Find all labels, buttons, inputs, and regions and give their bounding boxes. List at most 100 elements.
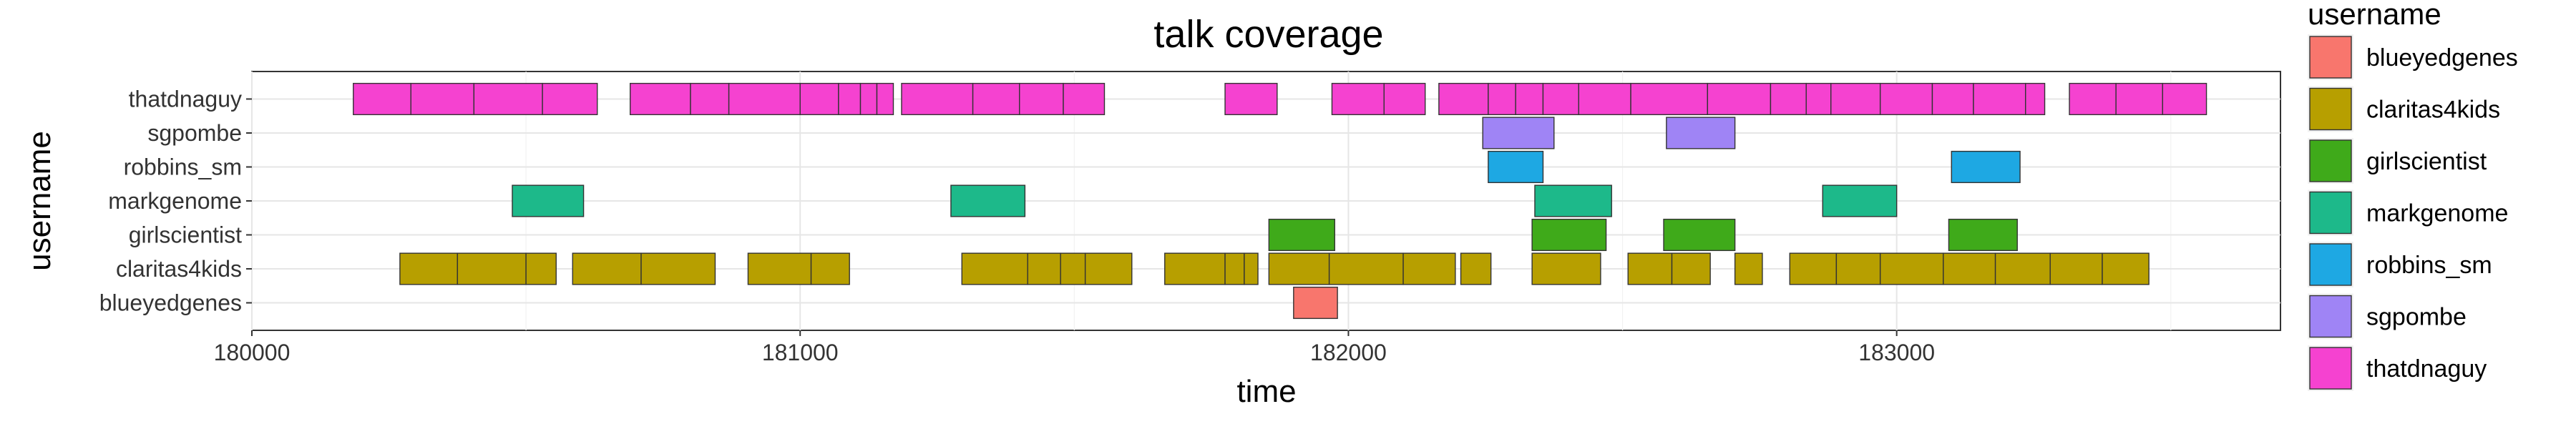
- bar-claritas4kids: [1943, 252, 1996, 285]
- bar-thatdnaguy: [1879, 82, 1933, 116]
- bar-claritas4kids: [525, 252, 557, 285]
- bar-thatdnaguy: [629, 82, 691, 116]
- bar-claritas4kids: [1224, 252, 1245, 285]
- bar-claritas4kids: [1835, 252, 1881, 285]
- x-tick-label: 181000: [762, 340, 839, 365]
- bar-thatdnaguy: [690, 82, 730, 116]
- bar-thatdnaguy: [1578, 82, 1631, 116]
- x-axis: 180000 181000 182000 183000: [214, 330, 1935, 365]
- bar-claritas4kids: [1994, 252, 2051, 285]
- y-tick-label: blueyedgenes: [99, 290, 242, 316]
- bar-thatdnaguy: [799, 82, 839, 116]
- y-tick-label: thatdnaguy: [129, 86, 242, 112]
- bar-thatdnaguy: [1770, 82, 1807, 116]
- bar-thatdnaguy: [410, 82, 475, 116]
- bar-thatdnaguy: [2162, 82, 2207, 116]
- bar-claritas4kids: [1402, 252, 1456, 285]
- bar-thatdnaguy: [2115, 82, 2163, 116]
- bar-thatdnaguy: [1931, 82, 1974, 116]
- bar-claritas4kids: [1060, 252, 1086, 285]
- legend-swatch-blueyedgenes: [2309, 36, 2352, 79]
- bar-thatdnaguy: [353, 82, 411, 116]
- bar-thatdnaguy: [728, 82, 801, 116]
- bar-robbins-sm: [1488, 150, 1544, 184]
- chart-title: talk coverage: [1153, 13, 1383, 56]
- legend-swatch-thatdnaguy: [2309, 347, 2352, 390]
- bar-thatdnaguy: [1973, 82, 2026, 116]
- bar-thatdnaguy: [901, 82, 974, 116]
- bar-sgpombe: [1666, 117, 1736, 149]
- bar-thatdnaguy: [859, 82, 878, 116]
- x-tick-label: 180000: [214, 340, 291, 365]
- legend-swatch-sgpombe: [2309, 295, 2352, 338]
- legend-label: claritas4kids: [2366, 97, 2500, 124]
- bar-claritas4kids: [1671, 252, 1711, 285]
- bar-girlscientist: [1268, 218, 1335, 252]
- x-tick-label: 183000: [1858, 340, 1935, 365]
- y-tick-label: sgpombe: [147, 120, 242, 146]
- legend-swatch-markgenome: [2309, 191, 2352, 235]
- bar-claritas4kids: [961, 252, 1028, 285]
- bar-claritas4kids: [572, 252, 642, 285]
- y-tick-label: robbins_sm: [124, 154, 242, 179]
- bar-claritas4kids: [1084, 252, 1133, 285]
- bar-thatdnaguy: [1805, 82, 1832, 116]
- bar-claritas4kids: [1164, 252, 1226, 285]
- bar-thatdnaguy: [1542, 82, 1579, 116]
- bar-thatdnaguy: [1830, 82, 1881, 116]
- bar-markgenome: [512, 184, 585, 217]
- legend-swatch-claritas4kids: [2309, 87, 2352, 131]
- bar-thatdnaguy: [1438, 82, 1489, 116]
- bar-claritas4kids: [1244, 252, 1259, 285]
- legend-label: robbins_sm: [2366, 252, 2492, 279]
- bar-girlscientist: [1663, 218, 1736, 252]
- bar-markgenome: [1822, 184, 1898, 217]
- legend-swatch-robbins-sm: [2309, 243, 2352, 286]
- bar-sgpombe: [1482, 117, 1555, 149]
- legend-label: thatdnaguy: [2366, 355, 2487, 383]
- bar-thatdnaguy: [1224, 82, 1278, 116]
- bar-girlscientist: [1531, 218, 1607, 252]
- bars-layer: [353, 82, 2207, 320]
- bar-thatdnaguy: [473, 82, 543, 116]
- y-tick-label: girlscientist: [129, 222, 242, 248]
- bar-claritas4kids: [1734, 252, 1763, 285]
- bar-claritas4kids: [1531, 252, 1601, 285]
- bar-thatdnaguy: [838, 82, 862, 116]
- bar-thatdnaguy: [1383, 82, 1426, 116]
- bar-claritas4kids: [457, 252, 527, 285]
- legend-swatch-girlscientist: [2309, 139, 2352, 182]
- y-axis-title: username: [22, 131, 57, 271]
- bar-claritas4kids: [1789, 252, 1838, 285]
- legend-label: markgenome: [2366, 200, 2508, 227]
- bar-thatdnaguy: [1630, 82, 1709, 116]
- y-tick-label: markgenome: [108, 188, 242, 214]
- bar-claritas4kids: [1328, 252, 1404, 285]
- bar-claritas4kids: [1627, 252, 1673, 285]
- legend: username blueyedgenes claritas4kids girlsc…: [2308, 0, 2518, 391]
- bar-claritas4kids: [2049, 252, 2103, 285]
- legend-label: blueyedgenes: [2366, 44, 2518, 72]
- bar-thatdnaguy: [542, 82, 598, 116]
- bar-thatdnaguy: [876, 82, 894, 116]
- y-tick-label: claritas4kids: [116, 256, 242, 282]
- bar-thatdnaguy: [2025, 82, 2046, 116]
- bar-markgenome: [950, 184, 1026, 217]
- bar-robbins-sm: [1951, 150, 2021, 184]
- legend-title: username: [2308, 0, 2441, 31]
- bar-thatdnaguy: [1707, 82, 1772, 116]
- bar-girlscientist: [1948, 218, 2018, 252]
- legend-label: girlscientist: [2366, 148, 2487, 175]
- bar-claritas4kids: [1460, 252, 1492, 285]
- bar-thatdnaguy: [972, 82, 1020, 116]
- legend-label: sgpombe: [2366, 304, 2467, 331]
- bar-thatdnaguy: [1331, 82, 1385, 116]
- bar-claritas4kids: [747, 252, 812, 285]
- bar-claritas4kids: [1268, 252, 1330, 285]
- bar-markgenome: [1534, 184, 1612, 217]
- bar-claritas4kids: [1879, 252, 1944, 285]
- bar-thatdnaguy: [2069, 82, 2117, 116]
- bar-thatdnaguy: [1063, 82, 1106, 116]
- x-tick-label: 182000: [1310, 340, 1387, 365]
